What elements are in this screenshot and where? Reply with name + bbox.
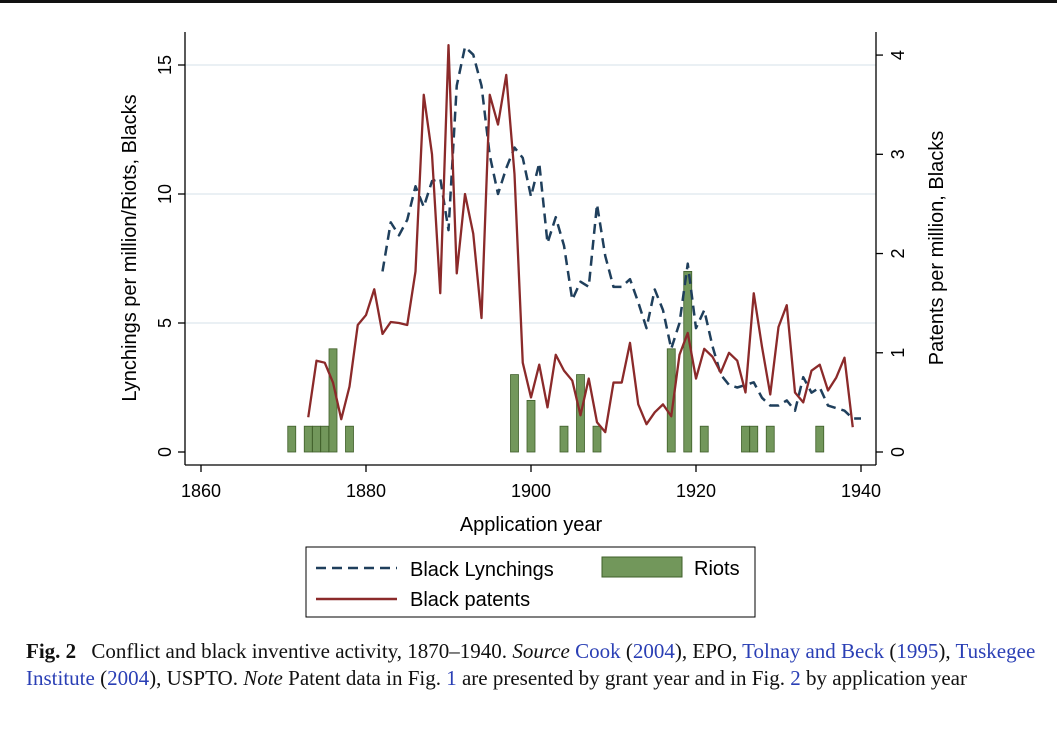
x-tick-label: 1880 [346,481,386,501]
caption-text: Conflict and black inventive activity, 1… [91,639,508,663]
riots-bar [303,425,313,453]
ref-tuskegee-year-link[interactable]: 2004 [107,666,150,690]
riots-bar [749,425,759,453]
riots-bar [666,348,676,453]
riots-bar [345,425,354,453]
riots-bar [592,425,602,453]
fig1-link[interactable]: 1 [446,666,457,690]
top-rule [0,0,1057,3]
caption-text: ), EPO, [674,639,738,663]
y-left-tick-label: 15 [155,55,175,75]
riots-bar [526,399,536,453]
caption-text: ( [889,639,897,663]
y-left-tick-label: 5 [155,318,175,328]
x-tick-label: 1900 [511,481,551,501]
riots-bar [328,348,338,453]
x-tick-label: 1860 [181,481,221,501]
caption-note-label: Note [243,666,283,690]
figure-caption: Fig. 2 Conflict and black inventive acti… [26,638,1044,692]
caption-text: Patent data in Fig. [288,666,441,690]
y-right-tick-label: 2 [888,249,908,259]
y-right-tick-label: 3 [888,149,908,159]
y-left-tick-label: 0 [155,447,175,457]
legend-lynchings-label: Black Lynchings [410,559,554,581]
patents-line [307,44,854,434]
series-lines [307,44,861,434]
caption-text: ( [100,666,108,690]
ref-tuskegee-link[interactable]: Tuskegee Institute [26,639,1036,690]
riots-bar [559,425,569,453]
fig2-link[interactable]: 2 [790,666,801,690]
y-right-axis-label: Patents per million, Blacks [926,131,948,366]
riots-bar [765,425,775,453]
legend-riots-swatch [601,556,683,578]
legend: Black Lynchings Riots Black patents [305,546,756,618]
riots-bar [815,425,825,453]
y-left-axis-label: Lynchings per million/Riots, Blacks [119,94,141,401]
x-axis-label: Application year [460,514,603,536]
y-right-tick-label: 1 [888,348,908,358]
caption-text: are presented by grant year and in Fig. [461,666,786,690]
axes: 1860 1880 1900 1920 1940 0 5 10 15 0 1 2 3 4 [155,32,908,501]
ref-tolnay-link[interactable]: Tolnay and Beck [742,639,885,663]
riots-bar [741,425,750,453]
legend-riots-label: Riots [694,558,740,580]
x-tick-label: 1920 [676,481,716,501]
riots-bar [320,425,330,453]
riots-bar [287,425,297,453]
legend-patents-label: Black patents [410,589,530,611]
riots-bar [699,425,709,453]
y-right-tick-label: 0 [888,447,908,457]
legend-box [305,546,756,618]
riots-bar [683,270,693,453]
ref-tolnay-year-link[interactable]: 1995 [896,639,939,663]
caption-fig-label: Fig. 2 [26,639,77,663]
caption-text: ), USPTO. [149,666,238,690]
riots-bar [510,374,519,453]
caption-text: ( [625,639,633,663]
caption-text: ), [938,639,951,663]
chart: 1860 1880 1900 1920 1940 0 5 10 15 0 1 2 3 4 Applicat… [119,32,948,618]
x-tick-label: 1940 [841,481,881,501]
caption-source-label: Source [512,639,570,663]
y-right-tick-label: 4 [888,50,908,60]
caption-text: by application year [806,666,967,690]
y-left-tick-label: 10 [155,184,175,204]
ref-cook-year-link[interactable]: 2004 [632,639,675,663]
riots-bar [312,425,321,453]
ref-cook-link[interactable]: Cook [575,639,621,663]
